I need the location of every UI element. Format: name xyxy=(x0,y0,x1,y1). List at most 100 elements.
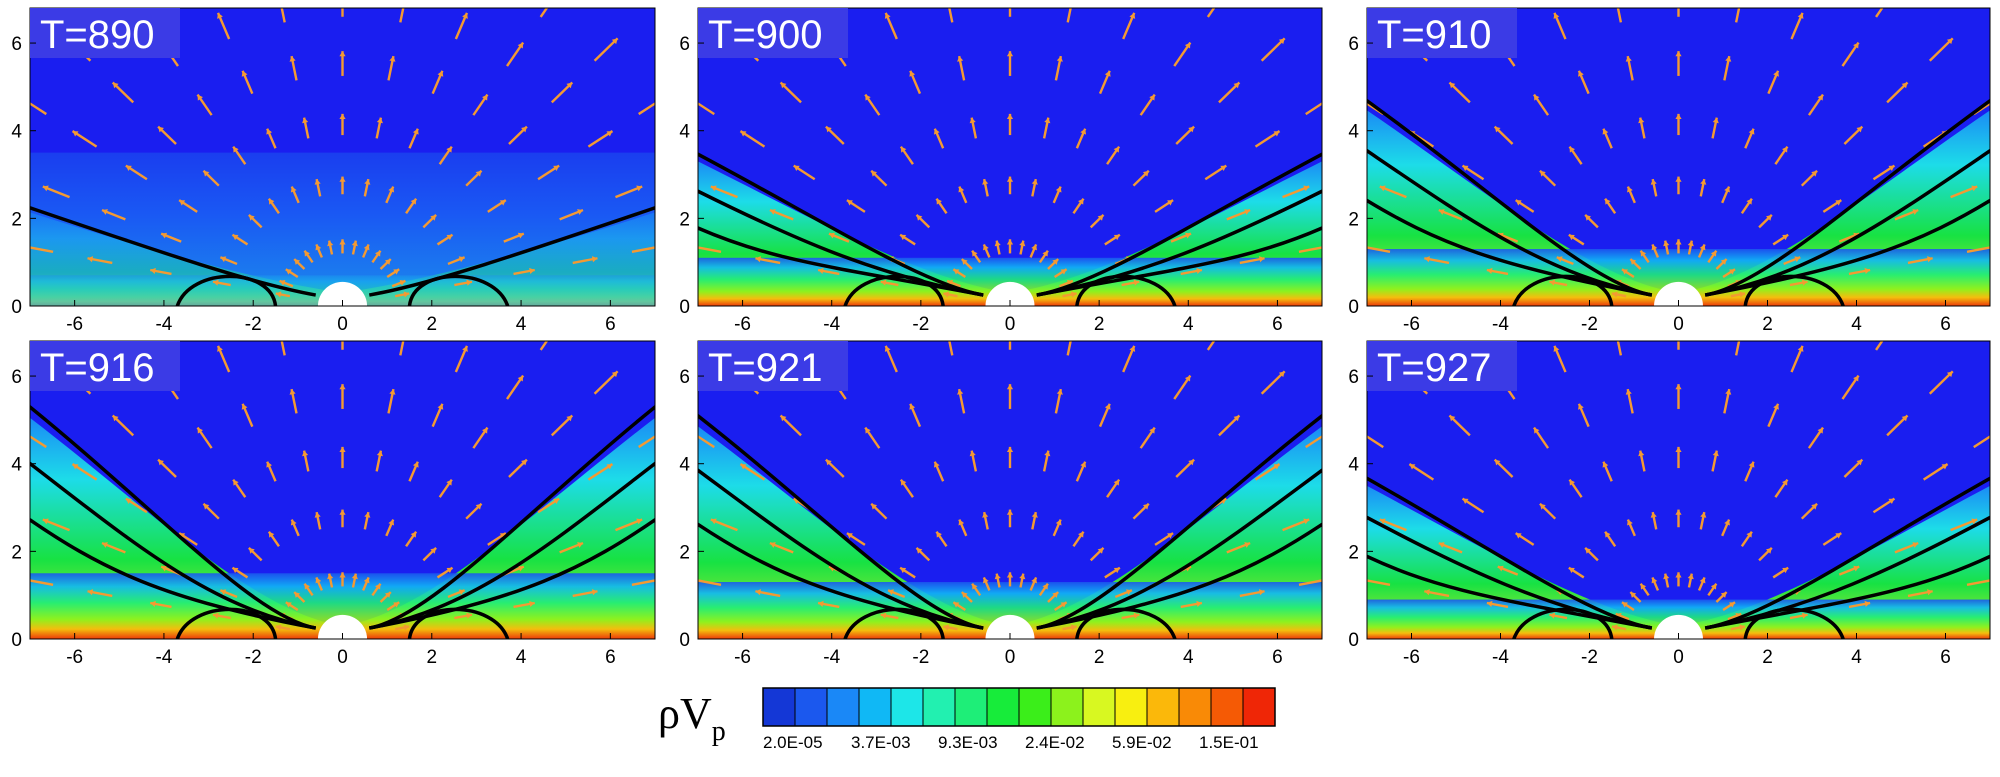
vector-arrowhead xyxy=(203,170,210,177)
vector-arrowhead xyxy=(1746,531,1752,538)
vector-arrow xyxy=(698,435,715,449)
vector-arrowhead xyxy=(591,256,598,263)
vector-arrowhead xyxy=(1424,256,1430,263)
y-axis: 0 2 4 6 xyxy=(11,367,36,651)
vector-arrowhead xyxy=(437,70,444,77)
contour-lines xyxy=(30,205,655,306)
vector-arrowhead xyxy=(327,573,334,580)
vector-arrowhead xyxy=(1379,518,1386,525)
colorbar-swatch xyxy=(1115,688,1148,726)
contour-loop xyxy=(1075,274,1177,306)
vector-arrowhead xyxy=(339,572,346,578)
x-tick-label: -6 xyxy=(1403,647,1420,668)
vector-arrowhead xyxy=(1539,503,1546,510)
vector-arrowhead xyxy=(233,146,239,153)
y-tick-label: 6 xyxy=(679,367,690,388)
vector-arrowhead xyxy=(1080,461,1087,468)
vector-arrowhead xyxy=(410,531,417,538)
x-tick-label: -4 xyxy=(1492,647,1509,668)
vector-arrowhead xyxy=(1663,240,1670,247)
vector-arrowhead xyxy=(446,146,452,153)
vector-arrowhead xyxy=(1273,464,1280,470)
vector-arrowhead xyxy=(388,519,395,526)
x-tick-label: 4 xyxy=(1851,647,1862,668)
vector-arrowhead xyxy=(150,267,156,275)
x-tick-label: 0 xyxy=(337,314,348,335)
vector-arrowhead xyxy=(1585,547,1591,554)
vector-arrowhead xyxy=(972,583,978,590)
vector-arrow xyxy=(1260,370,1286,395)
vector-arrowhead xyxy=(529,600,535,608)
vector-arrowhead xyxy=(458,256,465,263)
vector-arrowhead xyxy=(1549,279,1556,286)
vector-arrowhead xyxy=(213,612,219,619)
vector-arrowhead xyxy=(1066,279,1073,286)
colorbar-tick-label: 9.3E-03 xyxy=(938,733,998,752)
vector-arrowhead xyxy=(1748,128,1755,135)
colorbar-swatch xyxy=(1243,688,1276,726)
vector-arrowhead xyxy=(389,389,396,395)
vector-arrowhead xyxy=(1463,324,1468,330)
vector-arrowhead xyxy=(1556,256,1563,263)
vector-arrow xyxy=(638,102,655,116)
panel-title-text: T=900 xyxy=(708,13,823,57)
vector-arrowhead xyxy=(1710,583,1717,590)
vector-arrowhead xyxy=(220,256,227,263)
vector-arrowhead xyxy=(961,592,968,598)
x-axis: -6 -4 -2 0 2 4 6 xyxy=(734,633,1283,668)
vector-arrowhead xyxy=(909,70,916,77)
vector-arrowhead xyxy=(1687,240,1694,247)
y-tick-label: 4 xyxy=(679,455,690,476)
vector-arrowhead xyxy=(1735,612,1742,619)
vector-arrowhead xyxy=(1569,146,1576,153)
vector-arrowhead xyxy=(1278,38,1285,45)
x-tick-label: -2 xyxy=(245,647,262,668)
y-tick-label: 2 xyxy=(1348,209,1359,230)
vector-arrowhead xyxy=(462,12,468,19)
x-axis: -6 -4 -2 0 2 4 6 xyxy=(66,633,616,668)
vector-arrowhead xyxy=(936,531,942,538)
vector-arrowhead xyxy=(1638,450,1645,457)
vector-arrowhead xyxy=(933,128,940,135)
vector-arrow xyxy=(1875,8,1884,18)
vector-arrowhead xyxy=(232,567,239,574)
y-axis: 0 2 4 6 xyxy=(1348,367,1373,651)
vector-arrowhead xyxy=(289,56,296,62)
central-body xyxy=(317,614,368,639)
vector-arrowhead xyxy=(1006,384,1014,390)
vector-arrowhead xyxy=(577,209,584,215)
y-tick-label: 0 xyxy=(1348,297,1359,318)
vector-arrowhead xyxy=(884,345,891,352)
colorbar-swatch xyxy=(1083,688,1116,726)
vector-arrowhead xyxy=(1817,94,1823,101)
vector-arrowhead xyxy=(606,464,613,470)
vector-arrowhead xyxy=(1113,234,1120,241)
vector-arrowhead xyxy=(969,450,976,457)
vector-arrowhead xyxy=(1853,42,1859,49)
vector-arrowhead xyxy=(780,415,787,422)
vector-arrowhead xyxy=(315,244,322,251)
x-tick-label: -6 xyxy=(66,314,83,335)
vector-arrowhead xyxy=(1853,565,1860,572)
vector-arrowhead xyxy=(19,430,25,435)
vector-arrow xyxy=(1298,579,1322,586)
vector-arrowhead xyxy=(150,600,156,608)
colorbar-tick-label: 1.5E-01 xyxy=(1199,733,1259,752)
vector-arrowhead xyxy=(1739,624,1746,631)
vector-arrowhead xyxy=(1971,518,1978,525)
vector-arrowhead xyxy=(793,165,800,172)
y-tick-label: 0 xyxy=(679,630,690,651)
vector-arrowhead xyxy=(158,126,164,133)
vector-arrowhead xyxy=(566,82,573,89)
x-tick-label: 2 xyxy=(426,647,437,668)
vector-arrowhead xyxy=(1712,450,1719,457)
y-tick-label: 0 xyxy=(1348,630,1359,651)
colorbar-swatch xyxy=(795,688,828,726)
contour-lines xyxy=(1367,476,1990,639)
vector-arrowhead xyxy=(285,602,292,608)
x-tick-label: 6 xyxy=(1272,647,1283,668)
vector-arrowhead xyxy=(1184,42,1191,49)
vector-arrowhead xyxy=(364,179,371,185)
vector-arrowhead xyxy=(1889,324,1894,330)
vector-arrowhead xyxy=(1766,547,1772,554)
